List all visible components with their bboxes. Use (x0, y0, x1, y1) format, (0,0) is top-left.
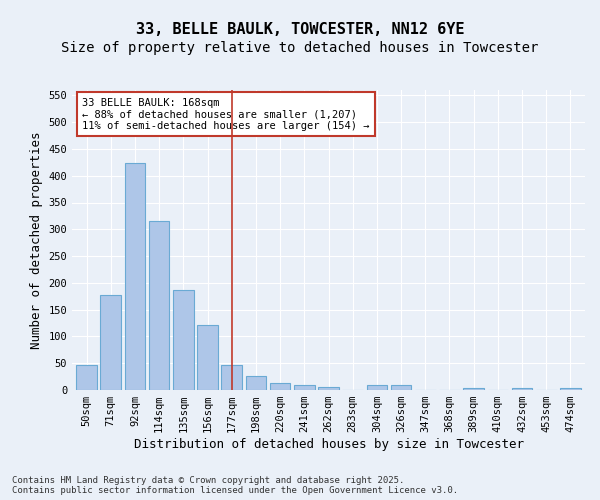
Bar (391, 384, 412, 390)
Bar (245, 376, 266, 390)
Bar (294, 384, 314, 390)
Bar (76, 366, 97, 390)
Bar (173, 290, 194, 390)
Bar (149, 220, 169, 390)
Bar (221, 366, 242, 390)
Text: Contains HM Land Registry data © Crown copyright and database right 2025.
Contai: Contains HM Land Registry data © Crown c… (12, 476, 458, 495)
Bar (512, 388, 532, 390)
Bar (318, 387, 339, 390)
Text: Size of property relative to detached houses in Towcester: Size of property relative to detached ho… (61, 41, 539, 55)
Text: 33 BELLE BAULK: 168sqm
← 88% of detached houses are smaller (1,207)
11% of semi-: 33 BELLE BAULK: 168sqm ← 88% of detached… (82, 98, 370, 130)
Text: 33, BELLE BAULK, TOWCESTER, NN12 6YE: 33, BELLE BAULK, TOWCESTER, NN12 6YE (136, 22, 464, 38)
Bar (560, 388, 581, 390)
Bar (100, 294, 121, 390)
Bar (463, 388, 484, 390)
Bar (367, 384, 387, 390)
X-axis label: Distribution of detached houses by size in Towcester: Distribution of detached houses by size … (133, 438, 523, 451)
Bar (125, 164, 145, 390)
Bar (197, 324, 218, 390)
Bar (270, 383, 290, 390)
Y-axis label: Number of detached properties: Number of detached properties (30, 131, 43, 349)
